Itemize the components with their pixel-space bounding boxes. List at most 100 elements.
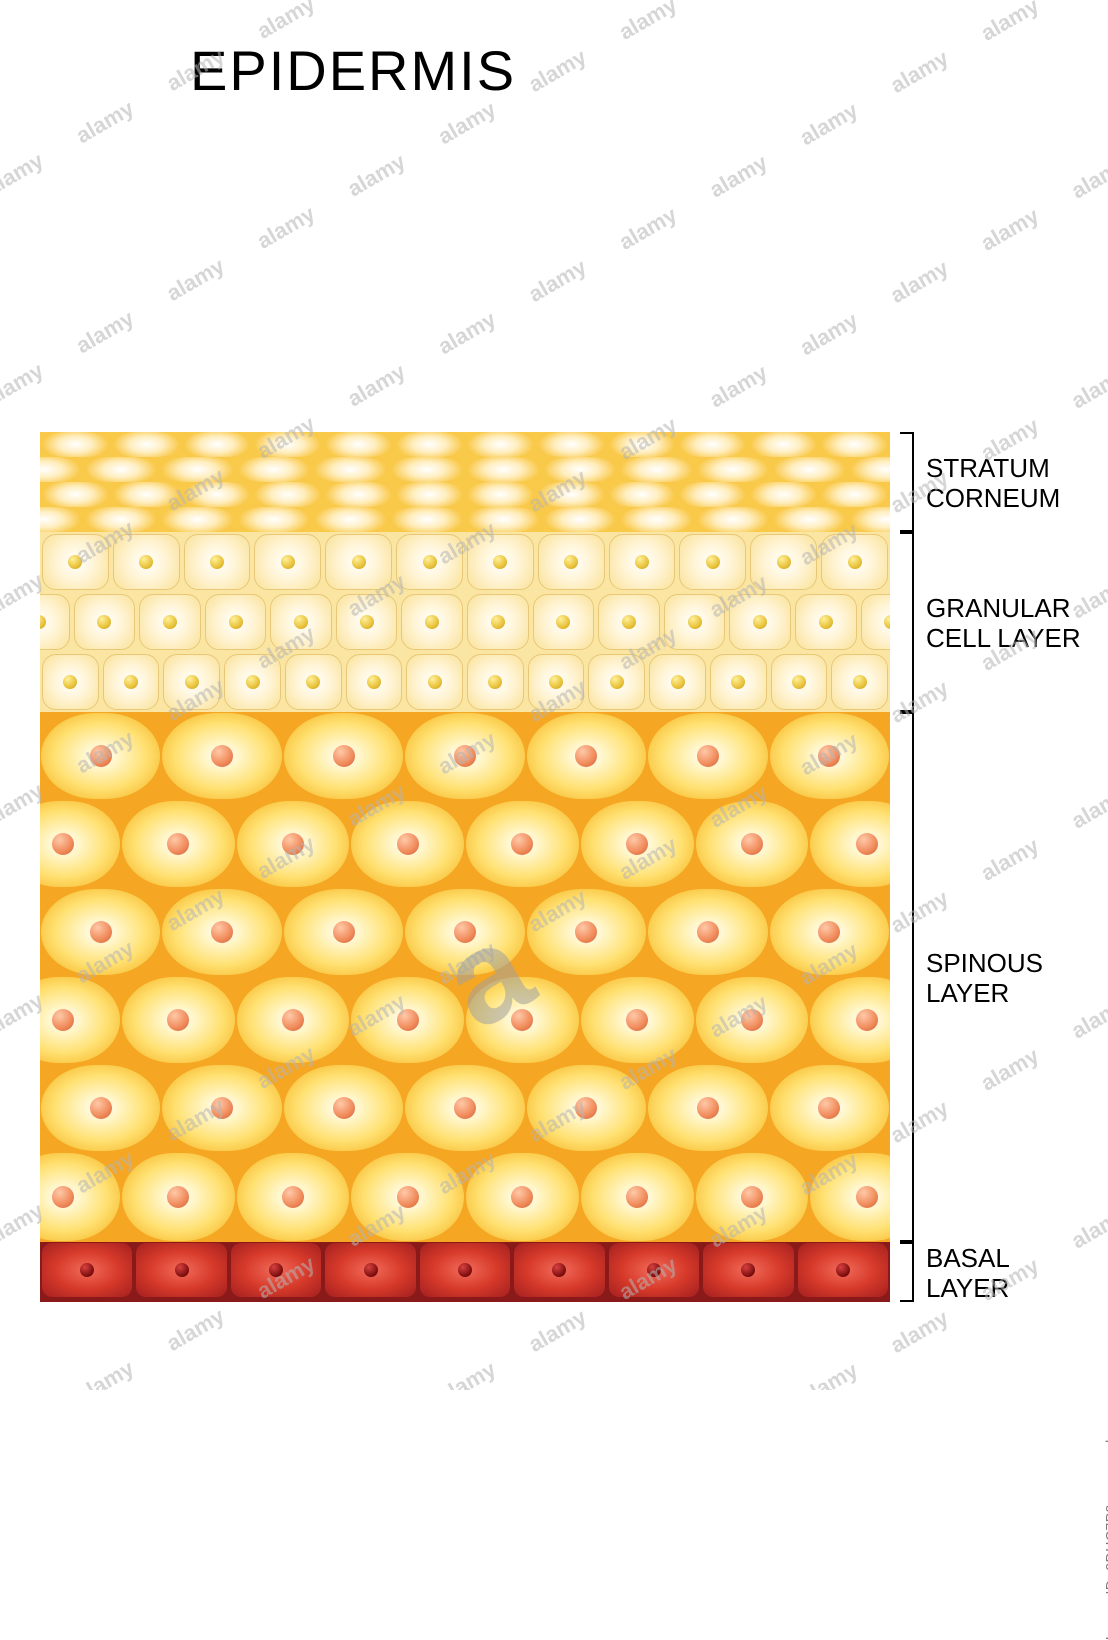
spinous-cell bbox=[40, 801, 120, 887]
spinous-cell bbox=[41, 1065, 160, 1151]
corneum-cell bbox=[820, 432, 889, 457]
granular-cell bbox=[336, 594, 398, 650]
corneum-cell bbox=[324, 432, 393, 457]
granular-cell bbox=[224, 654, 281, 710]
spinous-cell bbox=[696, 801, 809, 887]
granular-cell bbox=[533, 594, 595, 650]
spinous-cell bbox=[405, 1065, 524, 1151]
spinous-cell bbox=[466, 977, 579, 1063]
corneum-cell bbox=[820, 482, 889, 507]
corneum-cell bbox=[40, 507, 82, 532]
corneum-cell bbox=[619, 507, 694, 532]
spinous-cell bbox=[810, 1153, 890, 1241]
granular-cell bbox=[609, 534, 676, 590]
granular-cell bbox=[664, 594, 726, 650]
corneum-cell bbox=[324, 482, 393, 507]
granular-cell bbox=[74, 594, 136, 650]
granular-cell bbox=[163, 654, 220, 710]
corneum-cell bbox=[41, 432, 110, 457]
spinous-cell bbox=[284, 889, 403, 975]
granular-cell bbox=[588, 654, 645, 710]
spinous-cell bbox=[581, 801, 694, 887]
basal-cell bbox=[231, 1243, 321, 1297]
bracket-granular bbox=[900, 532, 914, 712]
credit-site: www.alamy.com bbox=[1102, 1380, 1108, 1487]
granular-cell bbox=[396, 534, 463, 590]
spinous-cell bbox=[770, 1065, 889, 1151]
basal-cell bbox=[609, 1243, 699, 1297]
granular-cell bbox=[113, 534, 180, 590]
spinous-cell bbox=[405, 713, 524, 799]
corneum-cell bbox=[466, 457, 541, 482]
granular-cell bbox=[467, 594, 529, 650]
spinous-cell bbox=[237, 977, 350, 1063]
granular-cell bbox=[821, 534, 888, 590]
granular-cell bbox=[346, 654, 403, 710]
spinous-cell bbox=[122, 977, 235, 1063]
spinous-cell bbox=[122, 801, 235, 887]
spinous-cell bbox=[162, 889, 281, 975]
layer-spinous bbox=[40, 712, 890, 1242]
spinous-cell bbox=[405, 889, 524, 975]
epidermis-diagram bbox=[40, 432, 890, 1302]
corneum-cell bbox=[41, 482, 110, 507]
granular-cell bbox=[325, 534, 392, 590]
bracket-spinous bbox=[900, 712, 914, 1242]
corneum-cell bbox=[678, 432, 747, 457]
spinous-cell bbox=[466, 1153, 579, 1241]
corneum-cell bbox=[237, 507, 312, 532]
spinous-cell bbox=[527, 1065, 646, 1151]
corneum-cell bbox=[160, 507, 235, 532]
corneum-cell bbox=[313, 507, 388, 532]
corneum-cell bbox=[619, 457, 694, 482]
layer-basal bbox=[40, 1242, 890, 1302]
watermark-row: alamy alamy alamy alamy alamy alamy alam… bbox=[0, 0, 1108, 201]
spinous-cell bbox=[527, 713, 646, 799]
spinous-cell bbox=[40, 1153, 120, 1241]
corneum-cell bbox=[390, 507, 465, 532]
basal-cell bbox=[798, 1243, 888, 1297]
granular-cell bbox=[139, 594, 201, 650]
corneum-cell bbox=[849, 457, 891, 482]
spinous-cell bbox=[284, 713, 403, 799]
granular-cell bbox=[710, 654, 767, 710]
corneum-cell bbox=[749, 482, 818, 507]
corneum-cell bbox=[537, 432, 606, 457]
spinous-cell bbox=[810, 801, 890, 887]
spinous-cell bbox=[696, 1153, 809, 1241]
spinous-cell bbox=[351, 1153, 464, 1241]
granular-cell bbox=[795, 594, 857, 650]
corneum-cell bbox=[537, 482, 606, 507]
corneum-cell bbox=[237, 457, 312, 482]
spinous-cell bbox=[40, 977, 120, 1063]
basal-cell bbox=[703, 1243, 793, 1297]
granular-cell bbox=[538, 534, 605, 590]
corneum-cell bbox=[183, 482, 252, 507]
label-basal: BASALLAYER bbox=[926, 1244, 1010, 1304]
spinous-cell bbox=[237, 1153, 350, 1241]
granular-cell bbox=[103, 654, 160, 710]
granular-cell bbox=[729, 594, 791, 650]
spinous-cell bbox=[696, 977, 809, 1063]
spinous-cell bbox=[237, 801, 350, 887]
corneum-cell bbox=[696, 457, 771, 482]
corneum-cell bbox=[543, 507, 618, 532]
granular-cell bbox=[771, 654, 828, 710]
granular-cell bbox=[285, 654, 342, 710]
corneum-cell bbox=[466, 432, 535, 457]
corneum-cell bbox=[40, 457, 82, 482]
label-granular: GRANULARCELL LAYER bbox=[926, 594, 1081, 654]
granular-cell bbox=[861, 594, 890, 650]
spinous-cell bbox=[770, 713, 889, 799]
spinous-cell bbox=[648, 1065, 767, 1151]
granular-cell bbox=[406, 654, 463, 710]
spinous-cell bbox=[351, 977, 464, 1063]
corneum-cell bbox=[772, 457, 847, 482]
corneum-cell bbox=[466, 482, 535, 507]
granular-cell bbox=[401, 594, 463, 650]
corneum-cell bbox=[608, 482, 677, 507]
bracket-basal bbox=[900, 1242, 914, 1302]
corneum-cell bbox=[466, 507, 541, 532]
spinous-cell bbox=[581, 1153, 694, 1241]
spinous-cell bbox=[351, 801, 464, 887]
